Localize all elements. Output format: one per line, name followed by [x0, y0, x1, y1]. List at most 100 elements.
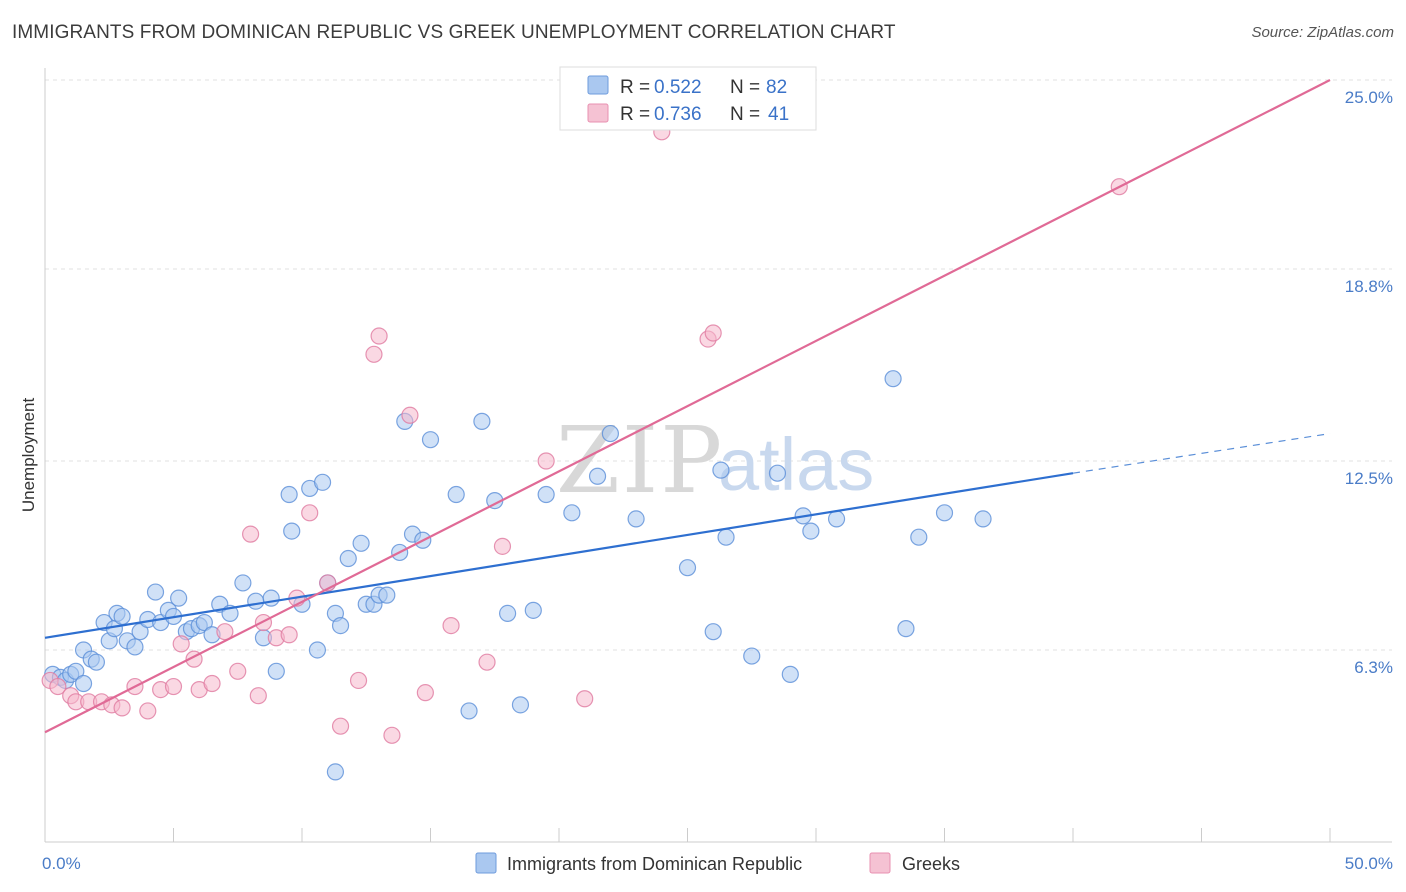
point-1-12: [172, 635, 190, 653]
axes: [44, 68, 1392, 843]
point-1-35: [493, 537, 512, 555]
point-0-62: [537, 485, 555, 504]
point-0-66: [627, 510, 645, 528]
point-1-22: [280, 626, 298, 644]
point-0-44: [339, 549, 357, 568]
bottom-legend-swatch-dominican: [475, 852, 497, 874]
source-credit: Source: ZipAtlas.com: [1251, 24, 1394, 41]
x-tick-min: 0.0%: [42, 854, 81, 873]
y-tick-label-2: 12.5%: [1345, 469, 1393, 488]
point-0-55: [447, 485, 465, 504]
point-0-75: [802, 522, 820, 540]
point-1-32: [416, 684, 434, 702]
legend-r-value-1: 0.736: [654, 104, 702, 125]
trend-line-1: [44, 79, 1331, 734]
point-0-82: [326, 763, 345, 781]
point-0-26: [195, 613, 213, 632]
point-0-63: [563, 504, 581, 522]
legend-n-label-0: N =: [730, 77, 760, 98]
point-1-11: [164, 677, 183, 696]
point-0-59: [499, 604, 517, 623]
point-0-39: [308, 641, 327, 659]
point-1-16: [216, 623, 234, 641]
point-0-8: [87, 653, 106, 671]
point-0-4: [67, 662, 85, 680]
point-0-72: [768, 464, 787, 482]
point-0-64: [588, 467, 607, 485]
watermark-atlas: atlas: [718, 423, 874, 506]
point-1-7: [113, 699, 131, 717]
legend-n-label-1: N =: [730, 104, 760, 125]
point-1-36: [537, 452, 555, 470]
bottom-legend-dominican: Immigrants from Dominican Republic: [507, 854, 802, 874]
chart-title: IMMIGRANTS FROM DOMINICAN REPUBLIC VS GR…: [12, 22, 896, 43]
point-0-73: [781, 665, 799, 683]
bottom-legend: Immigrants from Dominican Republic Greek…: [475, 852, 960, 874]
trend-line-0: [44, 472, 1074, 639]
point-0-68: [704, 623, 722, 641]
point-0-56: [460, 702, 478, 720]
point-1-26: [331, 717, 350, 735]
point-1-37: [576, 690, 594, 708]
point-1-15: [203, 674, 221, 693]
y-tick-label-3: 6.3%: [1354, 658, 1393, 677]
point-0-30: [234, 574, 252, 592]
bottom-legend-greeks: Greeks: [902, 854, 960, 874]
point-0-70: [717, 528, 735, 546]
legend-n-value-1: 41: [768, 104, 789, 125]
point-1-19: [249, 687, 267, 705]
legend-r-value-0: 0.522: [654, 77, 702, 98]
point-0-45: [352, 534, 370, 552]
point-0-15: [126, 638, 144, 656]
point-0-43: [331, 616, 350, 635]
y-tick-labels: 25.0% 18.8% 12.5% 6.3%: [1345, 88, 1393, 677]
point-1-24: [301, 504, 319, 522]
point-0-60: [511, 696, 530, 714]
point-0-80: [935, 504, 954, 522]
legend-swatch-greeks: [587, 103, 609, 123]
point-0-78: [897, 620, 915, 638]
y-axis-label: Unemployment: [19, 398, 38, 513]
point-0-61: [524, 601, 542, 619]
point-0-81: [974, 510, 992, 528]
point-1-40: [704, 324, 722, 342]
point-0-35: [280, 485, 298, 504]
point-0-16: [131, 623, 149, 641]
point-1-9: [139, 702, 157, 720]
top-legend: R = 0.522 N = 82 R = 0.736 N = 41: [559, 66, 817, 131]
point-0-77: [884, 370, 902, 388]
series-dominican-points: [44, 370, 992, 781]
point-0-34: [267, 662, 285, 680]
trend-lines: [44, 79, 1331, 734]
point-1-18: [242, 525, 260, 543]
point-1-30: [383, 726, 401, 744]
point-1-34: [478, 653, 496, 671]
point-1-17: [229, 662, 247, 680]
y-tick-label-1: 18.8%: [1345, 277, 1393, 296]
point-1-31: [401, 406, 419, 424]
legend-swatch-dominican: [587, 75, 609, 95]
legend-r-label-1: R =: [620, 104, 650, 125]
point-0-67: [678, 559, 697, 577]
point-0-79: [910, 528, 928, 546]
point-0-40: [313, 473, 332, 491]
point-0-49: [378, 586, 396, 604]
bottom-legend-swatch-greeks: [869, 852, 891, 874]
point-1-33: [442, 616, 460, 635]
point-0-33: [262, 589, 280, 607]
y-tick-label-0: 25.0%: [1345, 88, 1393, 107]
watermark-zip: ZIP: [556, 407, 724, 514]
point-0-5: [74, 674, 93, 693]
watermark: ZIP atlas: [556, 407, 874, 514]
point-0-57: [473, 412, 491, 430]
point-0-36: [283, 522, 301, 540]
point-0-13: [113, 607, 131, 626]
point-0-54: [421, 431, 440, 449]
point-0-22: [170, 589, 188, 607]
grid-lines: [45, 79, 1392, 651]
point-1-28: [365, 345, 383, 363]
point-0-18: [146, 583, 165, 601]
point-0-31: [247, 592, 265, 610]
x-tick-max: 50.0%: [1345, 854, 1393, 873]
